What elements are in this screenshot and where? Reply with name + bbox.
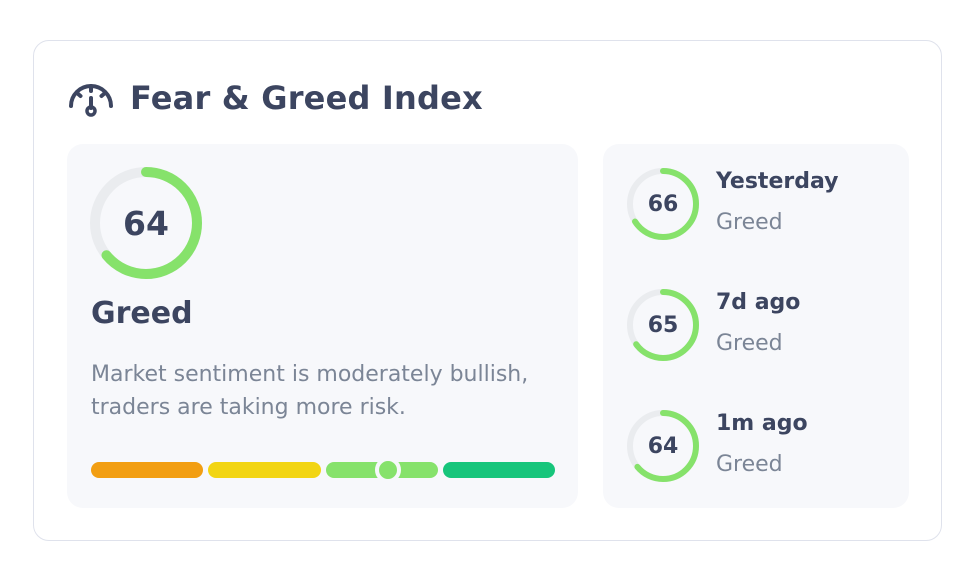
history-label: Greed	[716, 452, 783, 477]
history-value: 64	[647, 433, 679, 459]
current-gauge: 64	[89, 166, 203, 280]
history-gauge: 65	[625, 287, 701, 363]
history-item-1m: 64 1m ago Greed	[625, 408, 895, 486]
history-period: 7d ago	[716, 290, 801, 315]
card-title: Fear & Greed Index	[130, 79, 483, 117]
history-gauge: 64	[625, 408, 701, 484]
current-value: 64	[123, 203, 169, 243]
card-header: Fear & Greed Index	[66, 73, 483, 123]
fear-greed-card: Fear & Greed Index 64 Greed Market senti…	[33, 40, 942, 541]
gauge-icon	[66, 76, 116, 120]
scale-segment-extreme-greed	[442, 462, 555, 478]
history-panel: 66 Yesterday Greed 65 7d ago Greed	[603, 144, 909, 508]
scale-indicator	[374, 457, 401, 483]
history-period: 1m ago	[716, 411, 808, 436]
current-label: Greed	[91, 296, 193, 331]
history-gauge-arc	[627, 289, 699, 361]
history-value: 66	[647, 191, 679, 217]
scale-segment-fear	[208, 462, 321, 478]
scale-segment-extreme-fear	[91, 462, 204, 478]
history-gauge-arc	[627, 410, 699, 482]
history-label: Greed	[716, 331, 783, 356]
history-label: Greed	[716, 210, 783, 235]
current-description: Market sentiment is moderately bullish, …	[91, 362, 529, 420]
history-value: 65	[647, 312, 679, 338]
current-sentiment-panel: 64 Greed Market sentiment is moderately …	[67, 144, 578, 508]
history-item-yesterday: 66 Yesterday Greed	[625, 166, 895, 244]
current-gauge-arc	[90, 167, 202, 279]
history-period: Yesterday	[716, 169, 839, 194]
history-item-7d: 65 7d ago Greed	[625, 287, 895, 365]
sentiment-scale	[91, 457, 555, 483]
history-gauge-arc	[627, 168, 699, 240]
history-gauge: 66	[625, 166, 701, 242]
